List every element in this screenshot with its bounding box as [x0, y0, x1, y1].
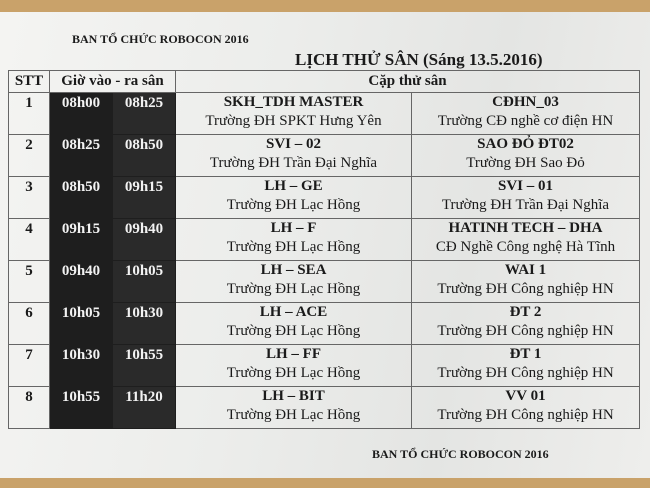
team-1-school: Trường ĐH Lạc Hồng [226, 281, 361, 297]
table-row: 1 08h00 08h25 SKH_TDH MASTER Trường ĐH SPKT … [8, 92, 640, 135]
team-2-school: Trường CĐ nghề cơ điện HN [437, 113, 614, 129]
time-in: 08h25 [49, 134, 113, 177]
team-1: LH – ACE Trường ĐH Lạc Hồng [175, 302, 412, 345]
time-in: 10h05 [49, 302, 113, 345]
team-1-name: LH – ACE [259, 304, 328, 320]
row-stt: 1 [8, 92, 50, 135]
time-out: 10h55 [112, 344, 176, 387]
team-1-name: LH – FF [266, 346, 321, 362]
time-out: 09h40 [112, 218, 176, 261]
header-pair: Cặp thử sân [175, 70, 640, 93]
team-1: LH – SEA Trường ĐH Lạc Hồng [175, 260, 412, 303]
team-2: WAI 1 Trường ĐH Công nghiệp HN [411, 260, 640, 303]
time-out: 10h05 [112, 260, 176, 303]
team-1-school: Trường ĐH Lạc Hồng [226, 323, 361, 339]
team-1-school: Trường ĐH Lạc Hồng [226, 197, 361, 213]
team-1-name: LH – GE [264, 178, 323, 194]
time-out: 11h20 [112, 386, 176, 429]
row-stt: 6 [8, 302, 50, 345]
team-2-school: CĐ Nghề Công nghệ Hà Tĩnh [435, 239, 616, 255]
table-row: 5 09h40 10h05 LH – SEA Trường ĐH Lạc Hồng WAI… [8, 260, 640, 303]
team-2-name: HATINH TECH – DHA [448, 220, 603, 236]
row-stt: 5 [8, 260, 50, 303]
table-row: 6 10h05 10h30 LH – ACE Trường ĐH Lạc Hồng ĐT … [8, 302, 640, 345]
table-row: 4 09h15 09h40 LH – F Trường ĐH Lạc Hồng HATIN… [8, 218, 640, 261]
schedule-table: STT Giờ vào - ra sân Cặp thử sân 1 08h00 0… [8, 70, 640, 429]
time-in: 09h15 [49, 218, 113, 261]
time-in: 08h00 [49, 92, 113, 135]
team-2: ĐT 1 Trường ĐH Công nghiệp HN [411, 344, 640, 387]
team-1-name: LH – F [270, 220, 317, 236]
team-1-name: LH – SEA [260, 262, 327, 278]
team-1-name: SVI – 02 [265, 136, 321, 152]
time-in: 10h30 [49, 344, 113, 387]
team-2: SAO ĐỎ ĐT02 Trường ĐH Sao Đỏ [411, 134, 640, 177]
team-1: LH – GE Trường ĐH Lạc Hồng [175, 176, 412, 219]
header-stt: STT [8, 70, 50, 93]
team-2-name: CĐHN_03 [492, 94, 559, 110]
time-in: 10h55 [49, 386, 113, 429]
team-1-school: Trường ĐH Lạc Hồng [226, 407, 361, 423]
row-stt: 4 [8, 218, 50, 261]
time-out: 08h25 [112, 92, 176, 135]
team-1-school: Trường ĐH Lạc Hồng [226, 239, 361, 255]
organizer-footer: BAN TỔ CHỨC ROBOCON 2016 [372, 447, 549, 461]
row-stt: 3 [8, 176, 50, 219]
header-time: Giờ vào - ra sân [49, 70, 176, 93]
row-stt: 8 [8, 386, 50, 429]
team-1-school: Trường ĐH Lạc Hồng [226, 365, 361, 381]
team-2-name: WAI 1 [504, 262, 547, 278]
team-2-school: Trường ĐH Trần Đại Nghĩa [441, 197, 610, 213]
table-row: 7 10h30 10h55 LH – FF Trường ĐH Lạc Hồng ĐT 1… [8, 344, 640, 387]
time-in: 08h50 [49, 176, 113, 219]
team-1-school: Trường ĐH Trần Đại Nghĩa [209, 155, 378, 171]
team-2-name: ĐT 1 [509, 346, 542, 362]
team-2-name: ĐT 2 [509, 304, 542, 320]
table-row: 2 08h25 08h50 SVI – 02 Trường ĐH Trần Đại Ng… [8, 134, 640, 177]
team-2: SVI – 01 Trường ĐH Trần Đại Nghĩa [411, 176, 640, 219]
team-2: CĐHN_03 Trường CĐ nghề cơ điện HN [411, 92, 640, 135]
team-2-name: SAO ĐỎ ĐT02 [477, 136, 574, 152]
time-out: 09h15 [112, 176, 176, 219]
team-1: SVI – 02 Trường ĐH Trần Đại Nghĩa [175, 134, 412, 177]
team-2-school: Trường ĐH Công nghiệp HN [437, 365, 614, 381]
team-2-name: SVI – 01 [497, 178, 553, 194]
team-1: LH – F Trường ĐH Lạc Hồng [175, 218, 412, 261]
team-2-school: Trường ĐH Công nghiệp HN [437, 407, 614, 423]
team-2-school: Trường ĐH Sao Đỏ [466, 155, 585, 171]
team-1-school: Trường ĐH SPKT Hưng Yên [205, 113, 382, 129]
row-stt: 7 [8, 344, 50, 387]
time-out: 08h50 [112, 134, 176, 177]
team-1-name: LH – BIT [262, 388, 325, 404]
team-2: ĐT 2 Trường ĐH Công nghiệp HN [411, 302, 640, 345]
table-row: 8 10h55 11h20 LH – BIT Trường ĐH Lạc Hồng VV … [8, 386, 640, 429]
row-stt: 2 [8, 134, 50, 177]
team-1: LH – FF Trường ĐH Lạc Hồng [175, 344, 412, 387]
team-2: VV 01 Trường ĐH Công nghiệp HN [411, 386, 640, 429]
team-2: HATINH TECH – DHA CĐ Nghề Công nghệ Hà Tĩ… [411, 218, 640, 261]
page-title: LỊCH THỬ SÂN (Sáng 13.5.2016) [295, 50, 543, 69]
organizer-header: BAN TỔ CHỨC ROBOCON 2016 [72, 32, 249, 46]
team-2-school: Trường ĐH Công nghiệp HN [437, 323, 614, 339]
table-header: STT Giờ vào - ra sân Cặp thử sân [8, 70, 640, 93]
team-1-name: SKH_TDH MASTER [223, 94, 364, 110]
time-in: 09h40 [49, 260, 113, 303]
table-row: 3 08h50 09h15 LH – GE Trường ĐH Lạc Hồng SVI … [8, 176, 640, 219]
team-2-name: VV 01 [505, 388, 546, 404]
team-2-school: Trường ĐH Công nghiệp HN [437, 281, 614, 297]
team-1: SKH_TDH MASTER Trường ĐH SPKT Hưng Yên [175, 92, 412, 135]
time-out: 10h30 [112, 302, 176, 345]
team-1: LH – BIT Trường ĐH Lạc Hồng [175, 386, 412, 429]
